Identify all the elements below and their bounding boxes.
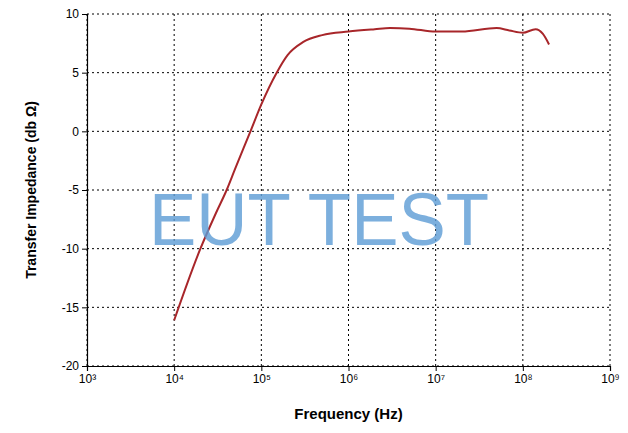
y-grid-line (87, 72, 610, 73)
tick: 10⁹ (601, 366, 620, 386)
y-axis-title: Transfer Impedance (db Ω) (23, 101, 39, 279)
chart: 10³ 10⁴ 10⁵ 10⁶ 10⁷ 10⁸ 10⁹ -20 -15 -10 -5 0 5 10 Freq… (0, 0, 628, 433)
grid (87, 14, 610, 366)
tick-label: 5 (72, 66, 79, 80)
x-axis-title: Frequency (Hz) (294, 405, 402, 422)
tick-mark (82, 249, 87, 250)
tick-label: 10 (66, 7, 80, 21)
tick: 10⁵ (253, 366, 271, 386)
tick-label: -5 (68, 183, 79, 197)
y-grid-line (87, 14, 610, 15)
tick-mark (261, 366, 262, 371)
tick: 10³ (79, 366, 96, 386)
tick-label: 10³ (79, 372, 96, 386)
plot: 10³ 10⁴ 10⁵ 10⁶ 10⁷ 10⁸ 10⁹ -20 -15 -10 -5 0 5 10 (62, 7, 620, 385)
tick: -10 (62, 242, 87, 256)
tick: 10 (66, 7, 87, 21)
tick-label: 10⁵ (253, 372, 271, 386)
tick-label: 10⁸ (514, 372, 532, 386)
tick: -20 (62, 359, 87, 373)
tick: 10⁴ (165, 366, 184, 386)
tick: -15 (62, 301, 87, 315)
tick: 5 (72, 66, 87, 80)
tick-label: 10⁹ (601, 372, 620, 386)
tick: 10⁶ (340, 366, 358, 386)
tick: 10⁷ (427, 366, 445, 386)
series (174, 28, 549, 320)
tick-label: -10 (62, 242, 80, 256)
tick-mark (436, 366, 437, 371)
x-axis: 10³ 10⁴ 10⁵ 10⁶ 10⁷ 10⁸ 10⁹ (79, 366, 620, 386)
tick-mark (523, 366, 524, 371)
tick: -5 (68, 183, 87, 197)
tick-label: 10⁶ (340, 372, 358, 386)
tick-label: 10⁷ (427, 372, 445, 386)
tick-mark (82, 190, 87, 191)
tick-label: -20 (62, 359, 80, 373)
tick-mark (82, 131, 87, 132)
tick-mark (82, 307, 87, 308)
tick-mark (82, 73, 87, 74)
tick-mark (82, 14, 87, 15)
watermark: EUT TEST (149, 178, 489, 261)
tick-mark (82, 366, 87, 367)
y-grid-line (87, 307, 610, 308)
y-grid-line (87, 131, 610, 132)
tick-label: -15 (62, 301, 80, 315)
tick-label: 0 (72, 125, 79, 139)
tick-mark (174, 366, 175, 371)
y-axis: -20 -15 -10 -5 0 5 10 (62, 7, 88, 373)
tick-mark (349, 366, 350, 371)
tick-label: 10⁴ (165, 372, 184, 386)
tick: 10⁸ (514, 366, 532, 386)
axis-line (88, 367, 611, 372)
axis-line (82, 15, 88, 367)
data-line (174, 28, 549, 320)
tick-mark (610, 366, 611, 371)
tick: 0 (72, 125, 87, 139)
